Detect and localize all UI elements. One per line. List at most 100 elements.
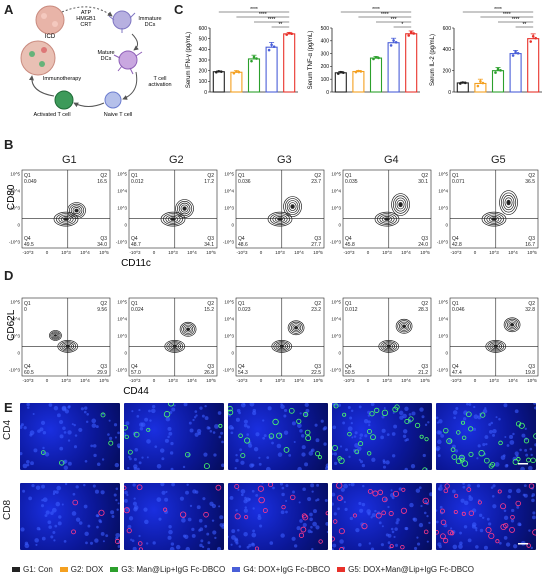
nucleus bbox=[139, 427, 144, 431]
nucleus bbox=[301, 445, 306, 450]
flow-x-tick: -10^3 bbox=[129, 378, 141, 383]
nucleus bbox=[298, 501, 301, 504]
nucleus bbox=[125, 421, 130, 426]
nucleus bbox=[220, 463, 225, 468]
nucleus bbox=[310, 530, 313, 534]
nucleus bbox=[305, 408, 310, 413]
density-contour bbox=[499, 190, 518, 215]
nucleus bbox=[252, 529, 256, 533]
bar-g5 bbox=[283, 33, 296, 93]
quadrant-value-q4: 48.7 bbox=[131, 242, 141, 248]
marker-positive-cell bbox=[483, 457, 490, 464]
fluorescence-spots bbox=[434, 482, 539, 550]
marker-positive-cell bbox=[495, 539, 500, 544]
nucleus bbox=[140, 422, 146, 428]
nucleus bbox=[271, 441, 274, 445]
nucleus bbox=[144, 417, 149, 422]
quadrant-value-q1: 0.024 bbox=[131, 307, 144, 313]
y-tick-label: 100 bbox=[321, 77, 330, 83]
nucleus bbox=[84, 531, 89, 537]
marker-positive-cell bbox=[466, 411, 472, 418]
nucleus bbox=[508, 488, 513, 494]
marker-positive-cell bbox=[272, 418, 279, 426]
nucleus bbox=[27, 406, 30, 409]
density-contour bbox=[400, 323, 408, 330]
fluorescence-spots bbox=[121, 482, 226, 552]
data-point bbox=[215, 70, 218, 74]
nucleus bbox=[410, 464, 416, 469]
quadrant-name-q4: Q4 bbox=[24, 236, 31, 242]
marker-positive-cell bbox=[238, 433, 243, 438]
nucleus bbox=[108, 419, 111, 422]
nucleus bbox=[402, 429, 408, 434]
nucleus bbox=[136, 414, 140, 418]
nucleus bbox=[114, 462, 120, 468]
nucleus bbox=[230, 543, 233, 546]
nucleus bbox=[200, 539, 204, 543]
nucleus bbox=[292, 490, 296, 494]
nucleus bbox=[349, 416, 353, 420]
nucleus bbox=[116, 508, 119, 511]
flow-x-tick: 0 bbox=[367, 378, 370, 383]
nucleus bbox=[78, 427, 83, 432]
flow-x-tick: 10^3 bbox=[275, 378, 285, 383]
plot-frame bbox=[449, 169, 539, 249]
nucleus bbox=[235, 508, 238, 512]
marker-positive-cell bbox=[461, 460, 469, 467]
flow-x-tick: 10^3 bbox=[61, 378, 71, 383]
nucleus bbox=[304, 462, 309, 467]
nucleus bbox=[67, 461, 72, 466]
nucleus bbox=[86, 413, 89, 416]
nucleus bbox=[184, 534, 189, 539]
marker-positive-cell bbox=[240, 453, 246, 459]
nucleus bbox=[419, 407, 424, 412]
nucleus bbox=[262, 419, 265, 422]
immature-dc-label-2: DCs bbox=[145, 22, 156, 28]
density-contour bbox=[53, 211, 79, 227]
nucleus bbox=[404, 406, 409, 411]
nucleus bbox=[302, 522, 307, 528]
quadrant-name-q2: Q2 bbox=[100, 301, 107, 307]
nucleus bbox=[314, 423, 318, 427]
nucleus bbox=[48, 525, 52, 529]
marker-positive-cell bbox=[372, 490, 379, 497]
flow-y-tick: 0 bbox=[124, 223, 127, 228]
density-contour bbox=[69, 203, 85, 218]
nucleus bbox=[505, 542, 511, 547]
nucleus bbox=[191, 527, 195, 532]
nucleus bbox=[191, 533, 196, 538]
density-contour bbox=[163, 213, 183, 226]
density-contour bbox=[177, 201, 193, 217]
flow-x-tick: 10^5 bbox=[99, 378, 109, 383]
nucleus bbox=[204, 416, 209, 420]
nucleus bbox=[378, 521, 382, 525]
nucleus bbox=[503, 509, 507, 513]
nucleus bbox=[354, 431, 358, 435]
marker-positive-cell bbox=[480, 412, 486, 418]
nucleus bbox=[185, 490, 189, 495]
nucleus bbox=[22, 489, 26, 493]
nucleus bbox=[331, 548, 334, 551]
bar-g1 bbox=[212, 71, 225, 93]
marker-positive-cell bbox=[500, 503, 507, 510]
quadrant-name-q4: Q4 bbox=[345, 236, 352, 242]
quadrant-value-q3: 34.0 bbox=[97, 242, 107, 248]
nucleus bbox=[149, 419, 152, 422]
quadrant-value-q3: 16.7 bbox=[525, 242, 535, 248]
flow-x-tick: -10^3 bbox=[236, 250, 248, 255]
nucleus bbox=[183, 402, 188, 407]
nucleus bbox=[220, 431, 224, 435]
data-point bbox=[237, 70, 241, 74]
nucleus bbox=[92, 444, 97, 448]
nucleus bbox=[418, 522, 424, 528]
nucleus bbox=[299, 519, 303, 523]
plot-frame bbox=[342, 169, 432, 249]
marker-positive-cell bbox=[392, 406, 399, 413]
nucleus bbox=[353, 448, 357, 453]
nucleus bbox=[387, 533, 392, 538]
nucleus bbox=[199, 543, 203, 548]
nucleus bbox=[105, 534, 109, 538]
nucleus bbox=[300, 434, 305, 438]
nucleus bbox=[248, 498, 251, 501]
naive-t-cell-icon bbox=[104, 91, 122, 109]
